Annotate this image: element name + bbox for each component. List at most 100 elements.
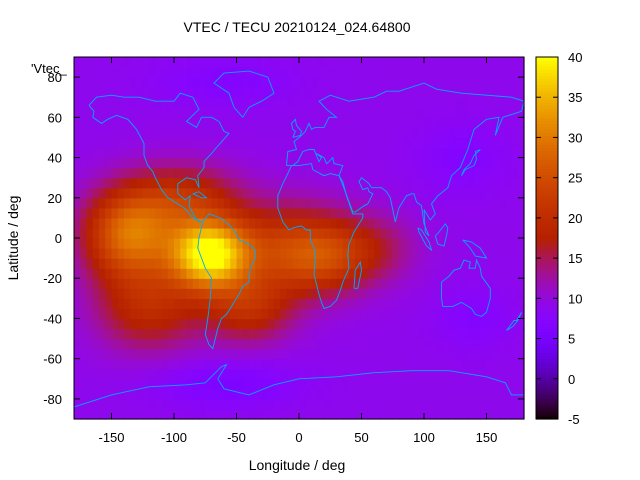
heatmap-cell bbox=[380, 398, 388, 410]
heatmap-cell bbox=[292, 358, 300, 370]
colorbar-swatch bbox=[536, 90, 558, 94]
heatmap-cell bbox=[405, 57, 413, 68]
colorbar-swatch bbox=[536, 99, 558, 103]
heatmap-cell bbox=[149, 197, 156, 209]
heatmap-cell bbox=[217, 67, 225, 78]
heatmap-cell bbox=[130, 77, 138, 88]
heatmap-cell bbox=[117, 288, 125, 299]
colorbar-swatch bbox=[536, 117, 558, 121]
heatmap-cell bbox=[286, 308, 294, 320]
heatmap-cell bbox=[361, 268, 369, 279]
heatmap-cell bbox=[486, 147, 494, 159]
heatmap-cell bbox=[267, 217, 275, 229]
heatmap-cell bbox=[449, 338, 456, 350]
heatmap-cell bbox=[511, 197, 519, 209]
heatmap-cell bbox=[267, 67, 275, 78]
heatmap-cell bbox=[86, 338, 94, 350]
heatmap-cell bbox=[417, 398, 425, 410]
heatmap-cell bbox=[186, 238, 194, 249]
heatmap-cell bbox=[349, 258, 356, 269]
heatmap-cell bbox=[349, 127, 356, 139]
heatmap-cell bbox=[311, 127, 319, 139]
heatmap-cell bbox=[324, 107, 331, 118]
heatmap-cell bbox=[455, 57, 463, 68]
heatmap-cell bbox=[242, 147, 250, 159]
heatmap-cell bbox=[517, 57, 525, 68]
heatmap-cell bbox=[224, 207, 231, 219]
heatmap-cell bbox=[255, 187, 263, 199]
heatmap-cell bbox=[217, 388, 225, 400]
heatmap-cell bbox=[280, 107, 288, 118]
x-tick-label: -150 bbox=[98, 430, 124, 445]
heatmap-cell bbox=[124, 408, 131, 420]
heatmap-cell bbox=[242, 67, 250, 78]
heatmap-cell bbox=[142, 338, 150, 350]
heatmap-cell bbox=[80, 408, 88, 420]
heatmap-cell bbox=[161, 288, 169, 299]
heatmap-cell bbox=[167, 217, 175, 229]
heatmap-cell bbox=[461, 157, 469, 169]
heatmap-cell bbox=[186, 187, 194, 199]
heatmap-cell bbox=[311, 358, 319, 370]
heatmap-cell bbox=[105, 378, 113, 390]
heatmap-cell bbox=[286, 268, 294, 279]
heatmap-cell bbox=[367, 328, 375, 340]
heatmap-cell bbox=[249, 328, 256, 340]
heatmap-cell bbox=[192, 388, 200, 400]
heatmap-cell bbox=[386, 97, 394, 108]
heatmap-cell bbox=[317, 298, 325, 309]
heatmap-cell bbox=[286, 67, 294, 78]
heatmap-cell bbox=[111, 238, 119, 249]
colorbar-swatch bbox=[536, 150, 558, 155]
heatmap-cell bbox=[349, 67, 356, 78]
heatmap-cell bbox=[199, 258, 206, 269]
heatmap-cell bbox=[367, 57, 375, 68]
heatmap-cell bbox=[486, 298, 494, 309]
heatmap-cell bbox=[230, 137, 238, 149]
y-axis-label: Latitude / deg bbox=[5, 196, 21, 281]
heatmap-cell bbox=[299, 227, 306, 239]
heatmap-cell bbox=[124, 157, 131, 169]
heatmap-cell bbox=[324, 388, 331, 400]
heatmap-cell bbox=[205, 127, 213, 139]
heatmap-cell bbox=[186, 137, 194, 149]
heatmap-cell bbox=[130, 408, 138, 420]
heatmap-cell bbox=[455, 107, 463, 118]
heatmap-cell bbox=[417, 137, 425, 149]
colorbar-swatch bbox=[536, 72, 558, 76]
heatmap-cell bbox=[99, 348, 106, 360]
heatmap-cell bbox=[286, 217, 294, 229]
heatmap-cell bbox=[461, 87, 469, 98]
heatmap-cell bbox=[236, 137, 244, 149]
heatmap-cell bbox=[305, 298, 313, 309]
heatmap-cell bbox=[386, 107, 394, 118]
heatmap-cell bbox=[361, 207, 369, 219]
heatmap-cell bbox=[105, 77, 113, 88]
heatmap-cell bbox=[511, 207, 519, 219]
heatmap-cell bbox=[405, 127, 413, 139]
heatmap-cell bbox=[136, 177, 144, 189]
heatmap-cell bbox=[480, 358, 488, 370]
heatmap-cell bbox=[430, 298, 438, 309]
heatmap-cell bbox=[180, 368, 188, 380]
heatmap-cell bbox=[499, 167, 506, 179]
heatmap-cell bbox=[430, 238, 438, 249]
heatmap-cell bbox=[517, 147, 525, 159]
heatmap-cell bbox=[292, 298, 300, 309]
heatmap-cell bbox=[342, 238, 350, 249]
heatmap-cell bbox=[149, 67, 156, 78]
heatmap-cell bbox=[211, 97, 219, 108]
heatmap-cell bbox=[80, 368, 88, 380]
heatmap-cell bbox=[161, 248, 169, 259]
heatmap-cell bbox=[505, 258, 513, 269]
heatmap-cell bbox=[224, 278, 231, 289]
heatmap-cell bbox=[361, 87, 369, 98]
heatmap-cell bbox=[480, 408, 488, 420]
heatmap-cell bbox=[211, 338, 219, 350]
heatmap-cell bbox=[192, 217, 200, 229]
colorbar-swatch bbox=[536, 325, 558, 330]
heatmap-cell bbox=[192, 338, 200, 350]
colorbar-swatch bbox=[536, 415, 558, 420]
heatmap-cell bbox=[217, 117, 225, 128]
y-tick-label: -20 bbox=[43, 271, 62, 286]
